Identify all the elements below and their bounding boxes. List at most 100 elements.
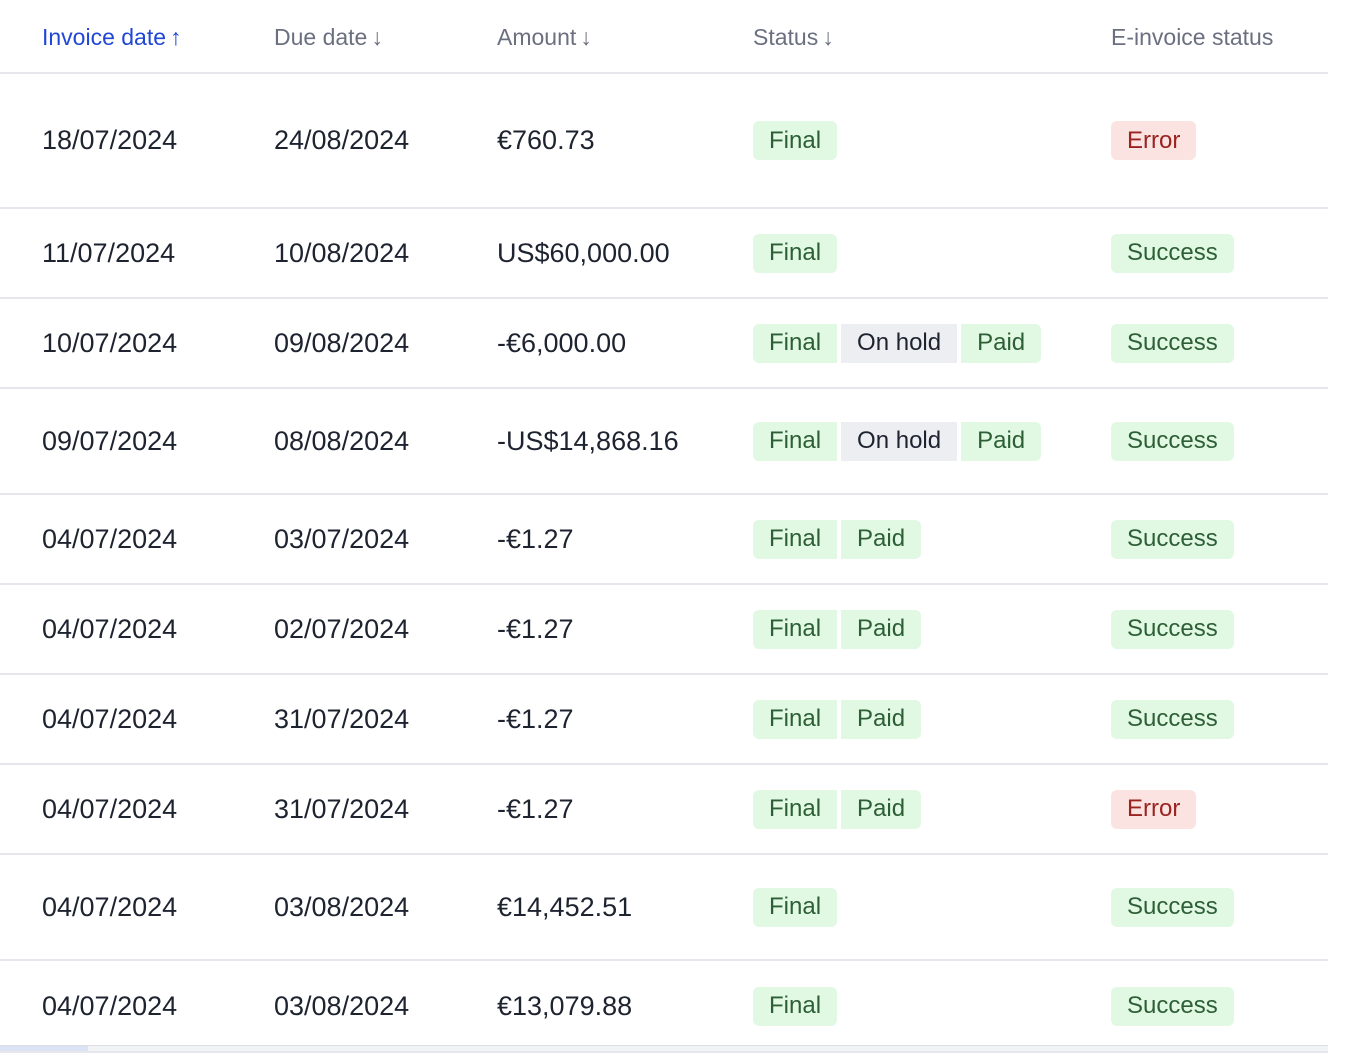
status-cell: Final Paid	[753, 585, 922, 673]
due-date-cell: 31/07/2024	[274, 675, 409, 763]
status-badge-paid: Paid	[841, 519, 922, 559]
column-header-status[interactable]: Status ↓	[753, 24, 834, 51]
amount-cell: -€1.27	[497, 765, 574, 853]
sort-descending-icon: ↓	[371, 24, 383, 50]
amount-cell-text: €760.73	[497, 125, 595, 155]
invoice-date-cell-text: 10/07/2024	[42, 327, 178, 358]
einvoice-status-cell: Success	[1111, 585, 1234, 673]
einvoice-status-cell: Success	[1111, 495, 1234, 583]
due-date-cell-text: 31/07/2024	[274, 793, 410, 824]
due-date-cell: 03/08/2024	[274, 961, 409, 1051]
status-badge-group: Final	[753, 233, 838, 273]
status-cell: Final Paid	[753, 495, 922, 583]
due-date-cell-text: 31/07/2024	[274, 703, 410, 734]
table-body: 18/07/2024 24/08/2024 €760.73 Final Error 11/…	[0, 74, 1328, 1053]
status-badge-final: Final	[753, 519, 838, 559]
table-row[interactable]: 18/07/2024 24/08/2024 €760.73 Final Error	[0, 74, 1328, 209]
invoice-date-cell-text: 18/07/2024	[42, 125, 178, 155]
status-badge-final: Final	[753, 699, 838, 739]
status-badge-on-hold: On hold	[841, 421, 958, 461]
table-row[interactable]: 04/07/2024 31/07/2024 -€1.27 Final Paid Error	[0, 765, 1328, 855]
status-cell: Final Paid	[753, 675, 922, 763]
status-badge-paid: Paid	[961, 323, 1042, 363]
table-row[interactable]: 09/07/2024 08/08/2024 -US$14,868.16 Final On…	[0, 389, 1328, 495]
status-badge-final: Final	[753, 986, 838, 1026]
column-header-einvoice-status[interactable]: E-invoice status	[1111, 24, 1273, 51]
einvoice-status-badge: Success	[1111, 323, 1234, 363]
horizontal-scrollbar[interactable]	[0, 1045, 1328, 1051]
amount-cell: €13,079.88	[497, 961, 632, 1051]
due-date-cell: 24/08/2024	[274, 74, 409, 207]
amount-cell-text: -€1.27	[497, 703, 574, 734]
amount-cell: -€1.27	[497, 495, 574, 583]
status-badge-final: Final	[753, 233, 838, 273]
invoice-date-cell-text: 04/07/2024	[42, 793, 178, 824]
invoice-date-cell: 04/07/2024	[42, 765, 177, 853]
due-date-cell-text: 09/08/2024	[274, 327, 410, 358]
status-cell: Final	[753, 855, 838, 959]
status-badge-group: Final On hold Paid	[753, 323, 1042, 363]
column-header-invoice-date[interactable]: Invoice date ↑	[42, 24, 182, 51]
due-date-cell-text: 02/07/2024	[274, 613, 410, 644]
status-cell: Final On hold Paid	[753, 299, 1042, 387]
due-date-cell: 31/07/2024	[274, 765, 409, 853]
table-row[interactable]: 04/07/2024 03/08/2024 €14,452.51 Final Succe…	[0, 855, 1328, 961]
amount-cell-text: -€1.27	[497, 793, 574, 824]
due-date-cell: 09/08/2024	[274, 299, 409, 387]
table-row[interactable]: 10/07/2024 09/08/2024 -€6,000.00 Final On ho…	[0, 299, 1328, 389]
table-row[interactable]: 11/07/2024 10/08/2024 US$60,000.00 Final Suc…	[0, 209, 1328, 299]
due-date-cell: 03/08/2024	[274, 855, 409, 959]
due-date-cell: 03/07/2024	[274, 495, 409, 583]
status-badge-group: Final On hold Paid	[753, 421, 1042, 461]
sort-descending-icon: ↓	[580, 24, 592, 50]
invoice-date-cell-text: 04/07/2024	[42, 523, 178, 554]
einvoice-status-badge: Success	[1111, 233, 1234, 273]
einvoice-status-badge: Error	[1111, 121, 1197, 160]
invoice-date-cell: 04/07/2024	[42, 585, 177, 673]
amount-cell: -€6,000.00	[497, 299, 626, 387]
amount-cell-text: €13,079.88	[497, 990, 633, 1021]
table-row[interactable]: 04/07/2024 02/07/2024 -€1.27 Final Paid Succe…	[0, 585, 1328, 675]
status-badge-group: Final	[753, 121, 838, 160]
invoice-date-cell: 18/07/2024	[42, 74, 177, 207]
column-label: Due date	[274, 24, 368, 50]
einvoice-status-cell: Success	[1111, 209, 1234, 297]
amount-cell: €760.73	[497, 74, 595, 207]
status-badge-group: Final Paid	[753, 609, 922, 649]
status-badge-final: Final	[753, 421, 838, 461]
status-badge-final: Final	[753, 121, 838, 160]
table-row[interactable]: 04/07/2024 03/07/2024 -€1.27 Final Paid Succe…	[0, 495, 1328, 585]
amount-cell-text: -€1.27	[497, 613, 574, 644]
due-date-cell: 08/08/2024	[274, 389, 409, 493]
einvoice-status-cell: Success	[1111, 389, 1234, 493]
column-header-amount[interactable]: Amount ↓	[497, 24, 592, 51]
column-label: Amount	[497, 24, 577, 50]
due-date-cell-text: 24/08/2024	[274, 125, 410, 155]
due-date-cell-text: 08/08/2024	[274, 425, 410, 456]
column-header-due-date[interactable]: Due date ↓	[274, 24, 383, 51]
table-row[interactable]: 04/07/2024 03/08/2024 €13,079.88 Final Succe…	[0, 961, 1328, 1053]
amount-cell: -€1.27	[497, 675, 574, 763]
invoice-date-cell-text: 11/07/2024	[42, 237, 176, 268]
einvoice-status-cell: Success	[1111, 961, 1234, 1051]
einvoice-status-badge: Success	[1111, 519, 1234, 559]
status-badge-paid: Paid	[841, 789, 922, 829]
column-label: Status	[753, 24, 819, 50]
einvoice-status-cell: Success	[1111, 299, 1234, 387]
amount-cell-text: US$60,000.00	[497, 237, 670, 268]
invoice-date-cell: 04/07/2024	[42, 855, 177, 959]
status-badge-group: Final Paid	[753, 519, 922, 559]
table-row[interactable]: 04/07/2024 31/07/2024 -€1.27 Final Paid Succe…	[0, 675, 1328, 765]
table-header: Invoice date ↑ Due date ↓ Amount ↓ Status ↓ …	[0, 0, 1328, 74]
invoice-date-cell: 04/07/2024	[42, 961, 177, 1051]
status-cell: Final	[753, 209, 838, 297]
scrollbar-thumb[interactable]	[0, 1046, 88, 1051]
status-badge-final: Final	[753, 887, 838, 927]
status-badge-final: Final	[753, 609, 838, 649]
einvoice-status-badge: Error	[1111, 789, 1197, 829]
invoice-date-cell-text: 04/07/2024	[42, 613, 178, 644]
amount-cell-text: -€6,000.00	[497, 327, 627, 358]
invoice-date-cell: 09/07/2024	[42, 389, 177, 493]
invoices-table: Invoice date ↑ Due date ↓ Amount ↓ Status ↓ …	[0, 0, 1328, 1053]
status-badge-group: Final	[753, 887, 838, 927]
